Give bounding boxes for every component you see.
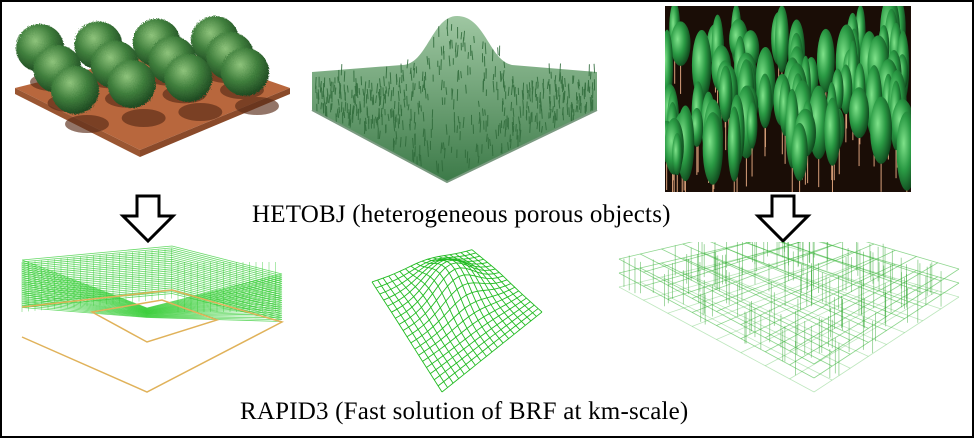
forest-render bbox=[665, 6, 911, 192]
shrub-canopy-wireframe bbox=[21, 245, 285, 393]
left-down-arrow-icon bbox=[119, 194, 177, 244]
rapid3-caption: RAPID3 (Fast solution of BRF at km-scale… bbox=[240, 398, 689, 425]
hill-grass-render bbox=[311, 16, 598, 184]
right-down-arrow-icon bbox=[754, 194, 812, 244]
shrub-canopy-render bbox=[15, 16, 290, 157]
forest-wireframe bbox=[618, 242, 960, 393]
hetobj-caption: HETOBJ (heterogeneous porous objects) bbox=[252, 201, 671, 228]
hill-wireframe bbox=[371, 249, 543, 393]
